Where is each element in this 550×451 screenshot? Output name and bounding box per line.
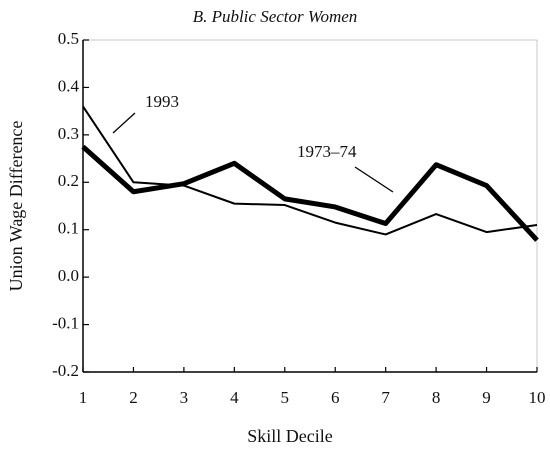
chart-title: B. Public Sector Women: [193, 7, 358, 26]
plot-frame: [82, 39, 538, 373]
y-axis-label: Union Wage Difference: [6, 121, 26, 292]
x-tick-label: 10: [529, 388, 546, 407]
y-tick-label: 0.1: [58, 219, 79, 238]
x-tick-label: 3: [180, 388, 189, 407]
annotation: 1993: [145, 92, 179, 111]
y-tick-label: 0.4: [58, 76, 80, 95]
annotation-pointer: [354, 166, 394, 193]
x-tick-label: 2: [129, 388, 138, 407]
x-tick-label: 8: [432, 388, 441, 407]
y-tick-label: 0.0: [58, 266, 79, 285]
y-tick-label: -0.2: [52, 361, 79, 380]
x-axis-label: Skill Decile: [247, 426, 332, 446]
annotation: 1973–74: [297, 142, 357, 161]
x-tick-label: 7: [381, 388, 390, 407]
y-tick-label: -0.1: [52, 313, 79, 332]
x-tick-label: 9: [482, 388, 491, 407]
y-tick-label: 0.3: [58, 124, 79, 143]
annotation-pointer: [112, 112, 136, 134]
x-tick-label: 1: [79, 388, 88, 407]
x-tick-label: 5: [281, 388, 290, 407]
y-tick-label: 0.2: [58, 171, 79, 190]
data-line: [82, 105, 538, 236]
data-line: [81, 144, 539, 242]
x-tick-label: 4: [230, 388, 239, 407]
x-tick-label: 6: [331, 388, 340, 407]
y-tick-label: 0.5: [58, 29, 79, 48]
